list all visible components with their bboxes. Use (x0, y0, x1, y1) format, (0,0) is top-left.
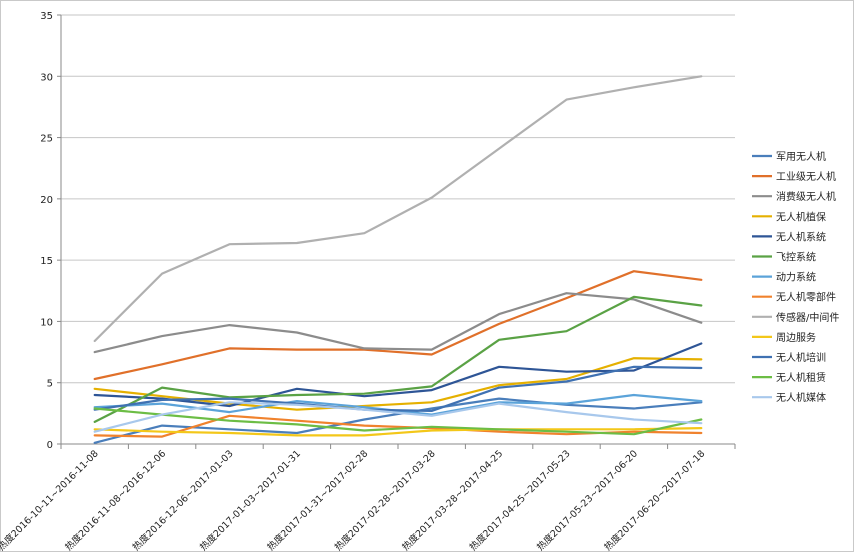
y-tick-label: 20 (40, 195, 53, 206)
y-tick-label: 15 (40, 256, 53, 267)
series-line-9 (93, 427, 703, 437)
legend-label: 无人机零部件 (776, 291, 836, 304)
legend: 军用无人机工业级无人机消费级无人机无人机植保无人机系统飞控系统动力系统无人机零部… (752, 150, 839, 404)
series-line-2 (93, 292, 703, 354)
series-line-1 (93, 270, 703, 381)
y-tick-label: 0 (47, 440, 53, 451)
legend-label: 消费级无人机 (776, 190, 836, 203)
legend-label: 无人机租赁 (776, 371, 826, 384)
series-line-12 (93, 401, 703, 433)
legend-label: 传感器/中间件 (776, 311, 839, 324)
legend-label: 无人机系统 (776, 230, 826, 243)
series-line-4 (93, 342, 703, 408)
y-tick-label: 30 (40, 72, 53, 83)
series-line-11 (93, 407, 703, 436)
series-line-0 (93, 397, 703, 444)
legend-label: 动力系统 (776, 271, 816, 284)
grid-lines (61, 14, 735, 384)
legend-label: 军用无人机 (776, 150, 826, 163)
legend-label: 工业级无人机 (776, 170, 836, 183)
y-tick-label: 10 (40, 317, 53, 328)
legend-label: 无人机媒体 (776, 391, 826, 404)
y-tick-label: 5 (47, 379, 53, 390)
legend-label: 无人机植保 (776, 210, 826, 223)
legend-label: 无人机培训 (776, 351, 826, 364)
series-line-10 (93, 365, 703, 412)
series-lines (93, 75, 703, 444)
series-line-8 (93, 75, 703, 343)
legend-label: 飞控系统 (776, 251, 816, 264)
legend-label: 周边服务 (776, 331, 816, 344)
series-line-5 (93, 295, 703, 423)
y-tick-label: 25 (40, 134, 53, 145)
y-tick-label: 35 (40, 11, 53, 22)
